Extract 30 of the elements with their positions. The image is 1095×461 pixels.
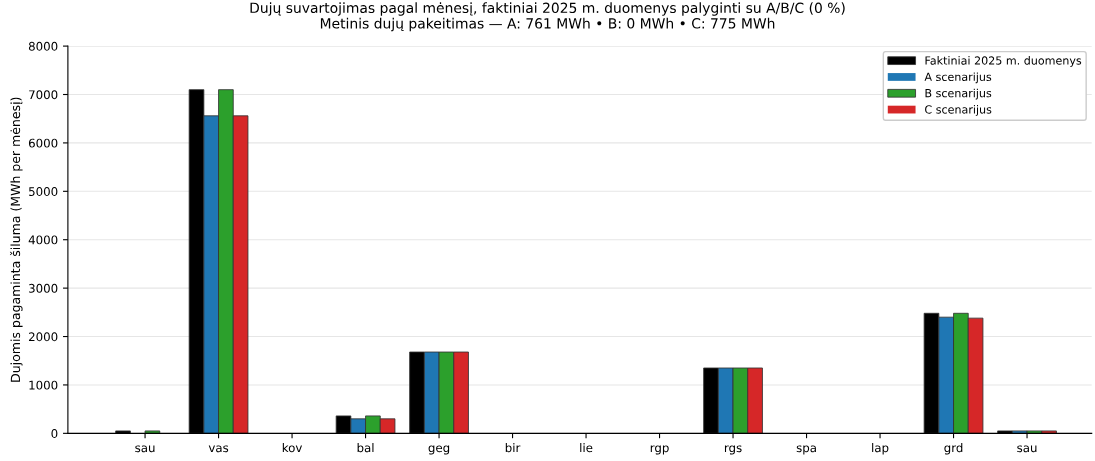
y-tick-label: 2000 (28, 332, 58, 342)
legend-label: A scenarijus (924, 72, 992, 84)
x-tick-label: kov (282, 443, 303, 453)
y-tick-label: 7000 (29, 90, 58, 100)
x-tick-label: lap (872, 443, 889, 455)
x-tick-label: geg (428, 445, 450, 455)
x-tick-label: vas (208, 445, 229, 453)
y-tick-label: 6000 (28, 138, 58, 148)
y-tick-label: 1000 (29, 380, 58, 390)
y-axis-title: Dujomis pagaminta šiluma (MWh per mėnesį) (9, 97, 23, 382)
x-tick-label: grd (944, 443, 963, 455)
y-tick-label: 3000 (29, 283, 58, 293)
x-tick-label: rgp (650, 445, 669, 455)
x-tick-label: lie (580, 443, 593, 453)
y-tick-label: 5000 (29, 187, 58, 196)
chart-subtitle: Metinis dujų pakeitimas — A: 761 MWh • B: 0 MWh • C: 775 MWh (320, 17, 775, 32)
x-tick-label: sau (1017, 445, 1037, 453)
legend-label: Faktiniai 2025 m. duomenys (925, 56, 1082, 67)
x-tick-label: bal (357, 443, 374, 453)
legend-label: B scenarijus (925, 88, 992, 100)
y-tick-label: 8000 (28, 41, 58, 51)
x-tick-label: spa (796, 445, 816, 455)
y-tick-label: 4000 (28, 235, 58, 245)
y-tick-label: 0 (51, 429, 58, 438)
x-tick-label: bir (505, 443, 521, 453)
x-tick-label: rgs (724, 445, 742, 455)
bar (144, 430, 161, 434)
legend-label: C scenarijus (925, 105, 992, 116)
x-tick-label: sau (135, 445, 155, 453)
chart-title: Dujų suvartojimas pagal mėnesį, faktiniai 2025 m. duomenys palyginti su A/B/C (0 %) (250, 2, 845, 16)
